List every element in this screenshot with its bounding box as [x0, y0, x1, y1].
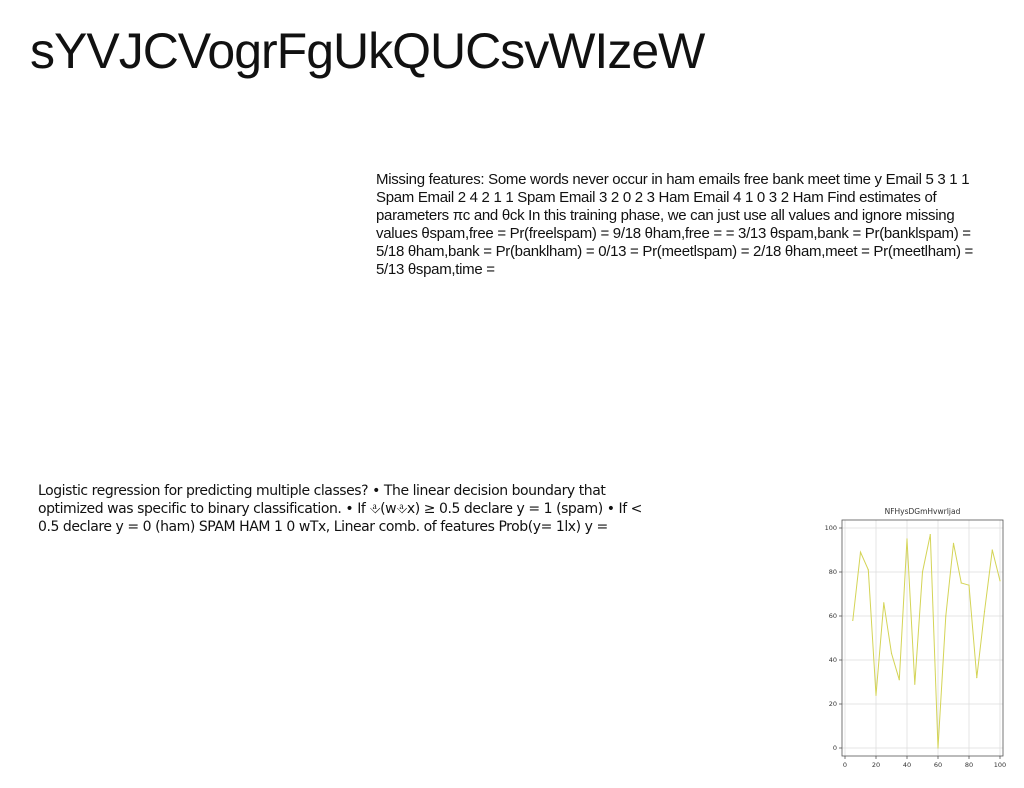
data-point: [867, 569, 869, 571]
data-point: [852, 619, 854, 621]
line-chart-svg: NFHysDGmHvwrIjad 0 20 40 60 80 100 0 20 40 60 80 100: [825, 507, 1007, 769]
data-point: [937, 747, 939, 749]
x-tick-label: 60: [934, 761, 942, 769]
y-tick-label: 100: [825, 524, 837, 532]
data-point: [890, 652, 893, 654]
chart-title: NFHysDGmHvwrIjad: [885, 507, 961, 516]
data-point: [883, 602, 885, 604]
data-point: [952, 542, 955, 544]
y-tick-label: 20: [829, 700, 837, 708]
data-point: [945, 615, 947, 617]
slide-text-logistic-regression: Logistic regression for predicting multi…: [38, 483, 642, 535]
y-tick-label: 40: [829, 656, 837, 664]
data-point: [960, 582, 962, 584]
data-point: [921, 571, 924, 573]
y-tick-label: 80: [829, 568, 837, 576]
x-tick-label: 40: [903, 761, 911, 769]
data-point: [914, 683, 916, 685]
data-point: [929, 534, 931, 536]
x-tick-label: 0: [843, 761, 847, 769]
data-point: [968, 584, 970, 586]
data-point: [983, 611, 986, 613]
data-point: [991, 549, 993, 551]
data-point: [906, 538, 908, 540]
x-tick-label: 20: [872, 761, 880, 769]
page-title: sYVJCVogrFgUkQUCsvWIzeW: [30, 23, 705, 79]
data-point: [898, 679, 900, 681]
slide-text-missing-features: Missing features: Some words never occur…: [376, 171, 974, 278]
data-point: [859, 551, 862, 553]
plot-frame: [841, 519, 1004, 757]
data-point: [875, 694, 877, 696]
y-tick-label: 60: [829, 612, 837, 620]
x-tick-label: 80: [965, 761, 973, 769]
series-line: [852, 534, 1001, 749]
x-tick-label: 100: [994, 761, 1006, 769]
data-point: [999, 580, 1001, 582]
line-chart: NFHysDGmHvwrIjad 0 20 40 60 80 100 0 20 40 60 80 100: [820, 500, 1010, 780]
data-point: [976, 677, 978, 679]
y-tick-label: 0: [833, 744, 837, 752]
